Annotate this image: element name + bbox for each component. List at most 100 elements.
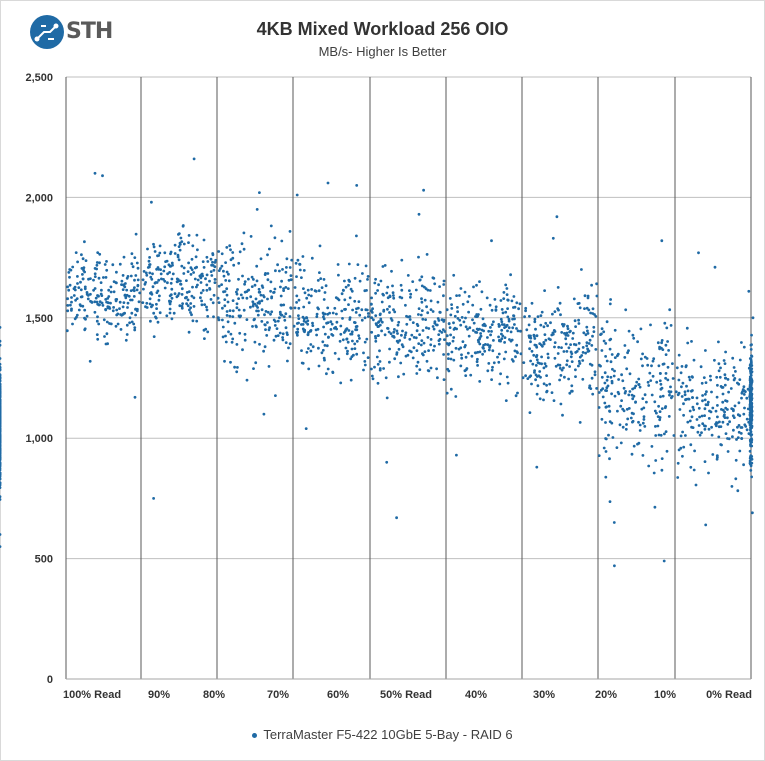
data-point (492, 320, 495, 324)
data-point (177, 245, 181, 249)
data-point (578, 421, 582, 424)
data-point (471, 318, 474, 322)
data-point (118, 307, 121, 310)
data-point (454, 346, 458, 350)
data-point (427, 349, 430, 352)
data-point (411, 356, 415, 360)
data-point (134, 274, 138, 277)
data-point (431, 310, 435, 313)
data-point (490, 368, 494, 372)
data-point (745, 396, 749, 400)
data-point (227, 272, 230, 276)
data-point (177, 232, 181, 236)
data-point (182, 272, 186, 275)
data-point (505, 375, 509, 379)
data-point (296, 258, 300, 262)
data-point (490, 308, 494, 312)
data-point (544, 321, 548, 325)
data-point (297, 306, 301, 310)
data-point (106, 297, 110, 300)
data-point (318, 271, 321, 274)
data-point (382, 309, 386, 313)
data-point (589, 387, 593, 390)
data-point (426, 311, 430, 315)
data-point (246, 288, 250, 292)
data-point (750, 475, 753, 479)
data-point (358, 279, 362, 283)
data-point (182, 242, 186, 246)
data-point (256, 313, 260, 317)
data-point (187, 290, 191, 293)
data-point (685, 326, 689, 330)
data-point (504, 325, 508, 328)
data-point (189, 306, 193, 310)
data-point (263, 323, 267, 327)
data-point (0, 423, 2, 426)
data-point (163, 286, 167, 290)
data-point (603, 381, 607, 385)
data-point (386, 307, 389, 311)
data-point-outlier (747, 289, 751, 293)
data-point (647, 384, 651, 387)
data-point (370, 367, 373, 371)
data-point (330, 322, 334, 326)
data-point (553, 341, 557, 344)
data-point (638, 429, 642, 432)
data-point (551, 312, 554, 316)
data-point (637, 383, 641, 386)
data-point (474, 330, 477, 334)
data-point (741, 390, 744, 393)
data-point (393, 328, 396, 331)
data-point (0, 475, 2, 478)
data-point (273, 324, 277, 327)
data-point (212, 293, 216, 297)
data-point (449, 313, 453, 317)
data-point (289, 278, 293, 282)
data-point (705, 390, 708, 394)
data-point (360, 308, 364, 312)
data-point (482, 347, 485, 350)
data-point (267, 328, 271, 332)
data-point (353, 299, 357, 303)
data-point (749, 464, 753, 468)
data-point (749, 443, 752, 446)
data-point (437, 333, 441, 336)
data-point (122, 255, 126, 259)
data-point (305, 296, 309, 300)
data-point (186, 270, 190, 273)
data-point (406, 274, 410, 277)
data-point (506, 329, 509, 333)
data-point (116, 322, 120, 326)
data-point (347, 303, 350, 306)
data-point (649, 323, 652, 327)
data-point (114, 324, 118, 328)
data-point (559, 313, 562, 317)
data-point (688, 419, 692, 423)
y-tick-label: 1,500 (25, 313, 53, 325)
data-point (490, 323, 494, 326)
data-point (122, 301, 126, 304)
data-point (641, 397, 645, 400)
data-point (582, 331, 586, 335)
data-point (558, 378, 561, 382)
data-point (67, 288, 71, 292)
data-point (649, 379, 653, 382)
data-point (577, 341, 581, 345)
data-point (411, 280, 415, 283)
data-point (83, 287, 87, 291)
data-point (73, 285, 77, 289)
data-point (103, 335, 106, 338)
data-point (497, 323, 501, 326)
data-point (441, 328, 445, 331)
x-tick-label: 90% (148, 689, 170, 701)
data-point (436, 300, 440, 304)
data-point (315, 312, 319, 316)
data-point (567, 377, 570, 381)
data-point (200, 272, 204, 276)
data-point (259, 257, 263, 261)
data-point (484, 343, 487, 346)
data-point (424, 287, 428, 291)
data-point (417, 313, 420, 316)
data-point (98, 300, 102, 304)
data-point (585, 344, 589, 348)
